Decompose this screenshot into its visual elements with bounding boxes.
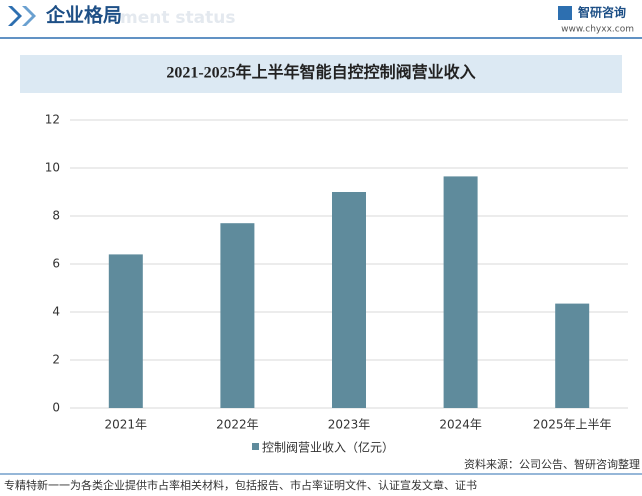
y-tick-label: 4: [52, 305, 60, 319]
bar: [108, 254, 143, 408]
x-tick-label: 2024年: [439, 418, 482, 432]
legend-label: 控制阀营业收入（亿元）: [262, 440, 394, 455]
x-tick-label: 2021年: [105, 418, 148, 432]
y-tick-label: 2: [52, 353, 60, 367]
legend-swatch: [252, 443, 259, 450]
y-tick-label: 6: [52, 257, 60, 271]
x-tick-label: 2022年: [216, 418, 259, 432]
header-title: 企业格局: [45, 4, 122, 27]
y-tick-label: 12: [45, 113, 60, 127]
bar: [220, 223, 255, 408]
title-band: [20, 55, 622, 93]
y-tick-label: 10: [45, 161, 60, 175]
plot: 0 2 4 6 8 10 12 2021年 2022年 2023年 2024年 2025年上半年控制阀…: [45, 113, 628, 455]
website: www.chyxx.com: [561, 25, 634, 35]
bar: [555, 303, 590, 408]
footer-note: 专精特新一一为各类企业提供市占率相关材料，包括报告、市占率证明文件、认证宣发文章…: [4, 478, 477, 492]
header-subtitle: ment status: [120, 8, 235, 28]
y-tick-label: 0: [52, 401, 60, 415]
chart-title: 2021-2025年上半年智能自控控制阀营业收入: [166, 63, 475, 82]
y-tick-label: 8: [52, 209, 60, 223]
source: 资料来源：公司公告、智研咨询整理: [464, 457, 640, 471]
header-icon: [8, 6, 22, 26]
header-icon: [22, 6, 36, 26]
x-tick-label: 2023年: [328, 418, 371, 432]
x-tick-label: 2025年上半年: [533, 418, 612, 432]
bar: [332, 192, 366, 408]
logo-text: 智研咨询: [577, 5, 626, 20]
logo-icon: [558, 6, 572, 20]
bar: [443, 176, 478, 408]
